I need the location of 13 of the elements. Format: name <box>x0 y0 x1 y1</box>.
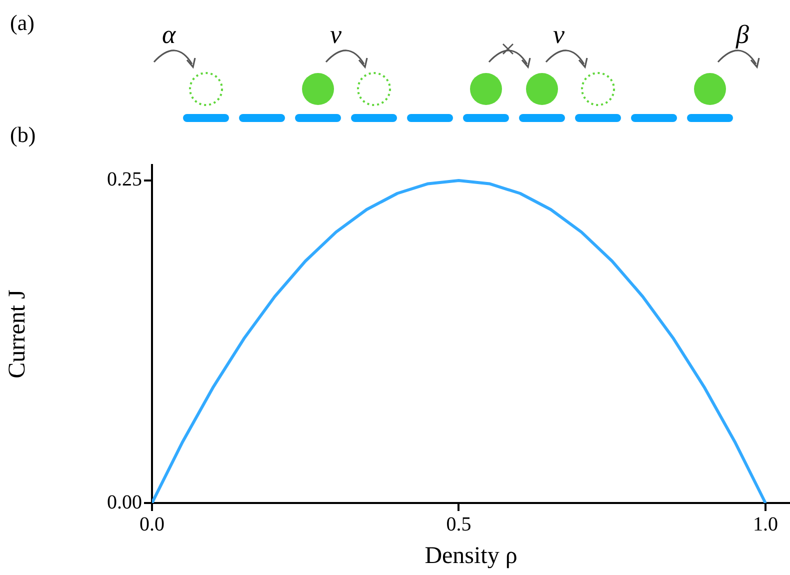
text: α <box>162 20 176 49</box>
text: ν <box>330 20 342 49</box>
text: (a) <box>10 10 34 35</box>
text: ν <box>553 20 565 49</box>
text: (b) <box>10 122 36 147</box>
text: β <box>736 20 749 49</box>
y-tick-label: 0.25 <box>107 168 142 191</box>
x-tick-label: 0.0 <box>140 513 164 536</box>
y-tick-label: 0.00 <box>107 491 142 514</box>
x-tick-label: 1.0 <box>752 513 778 536</box>
x-axis-title: Density ρ <box>424 542 518 569</box>
y-axis-title: Current J <box>4 290 31 378</box>
x-tick-label: 0.5 <box>446 513 472 536</box>
